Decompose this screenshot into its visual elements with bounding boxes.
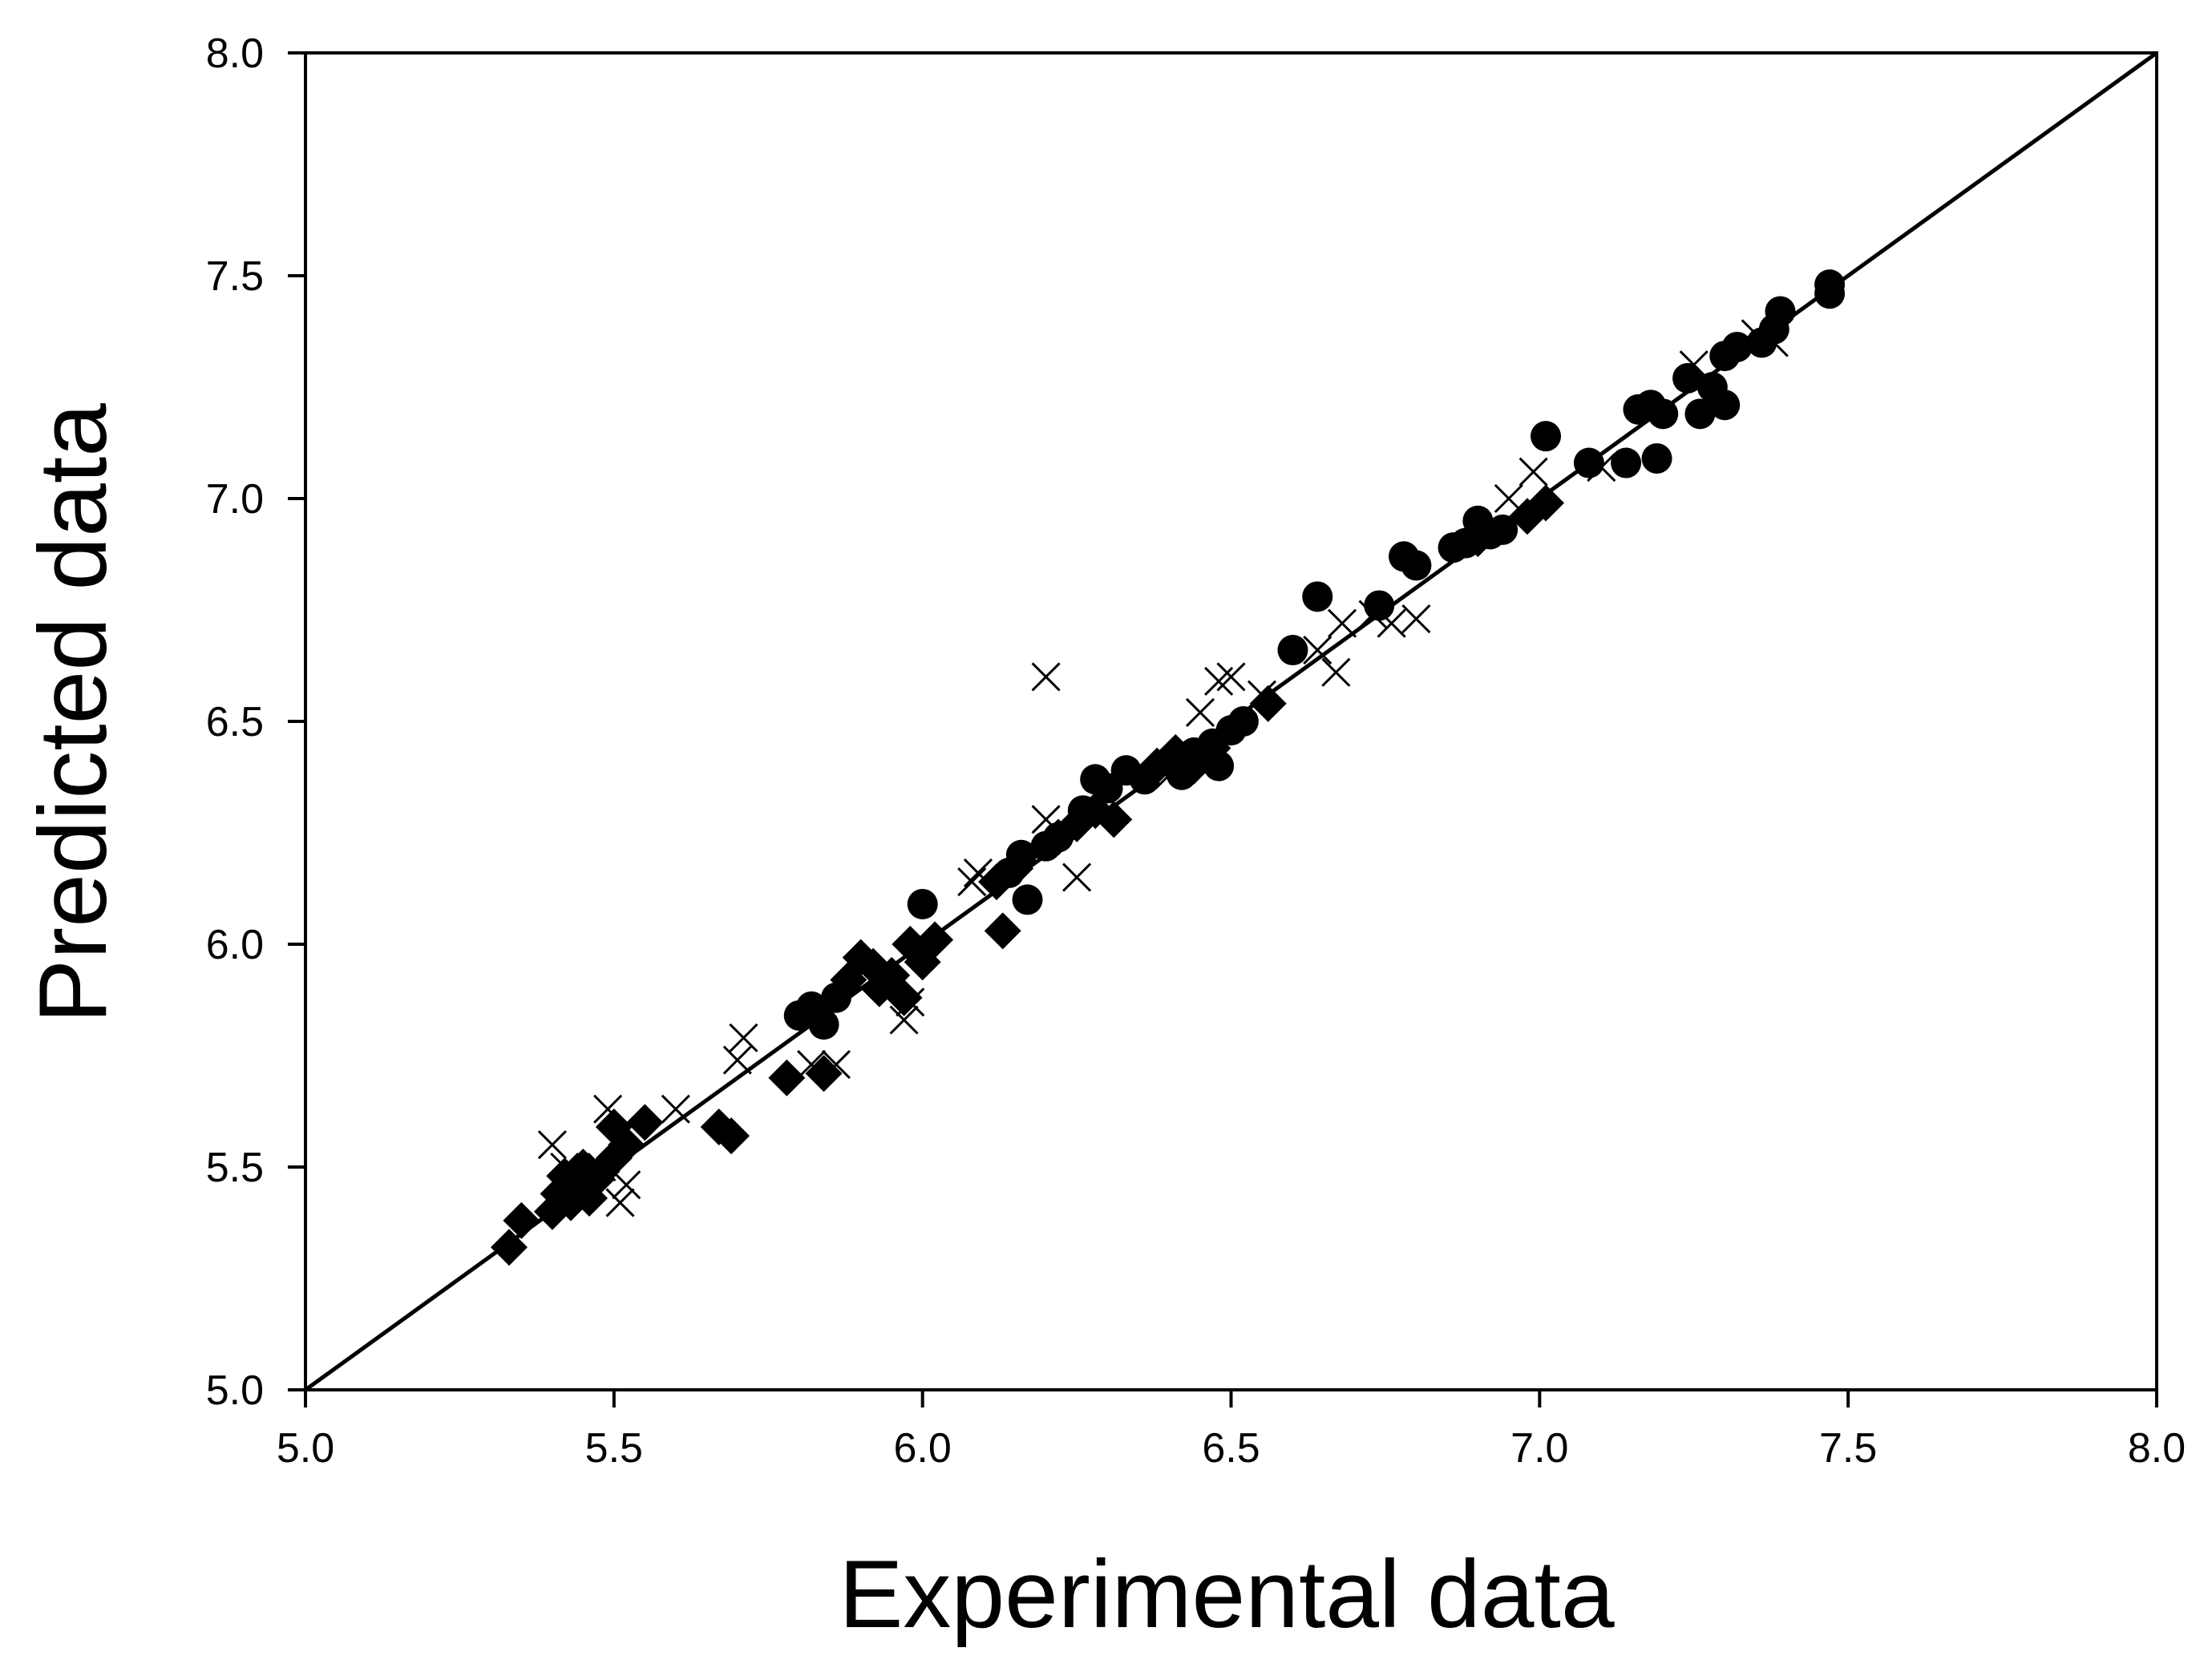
data-point-x [821, 1050, 851, 1080]
data-point-x [729, 1023, 758, 1052]
x-tick-label: 7.5 [1819, 1425, 1877, 1472]
data-point-x [1494, 483, 1523, 514]
data-point-x [1587, 453, 1616, 483]
data-point-x [1062, 862, 1092, 892]
data-point-circle [1611, 447, 1642, 479]
data-point-x [1216, 662, 1246, 692]
data-point-x [537, 1130, 567, 1160]
data-point-x [889, 1005, 919, 1035]
data-point-circle [808, 1009, 839, 1040]
data-point-circle [1364, 590, 1395, 621]
y-tick-label: 5.0 [206, 1367, 264, 1414]
x-tick-label: 5.0 [277, 1425, 334, 1472]
data-point-x [1518, 457, 1548, 487]
data-point-x [797, 1050, 827, 1080]
data-point-x [1321, 657, 1351, 687]
data-point-x [1155, 760, 1184, 790]
y-tick-label: 5.5 [206, 1145, 264, 1191]
data-point-x [963, 858, 993, 888]
data-point-circle [1765, 296, 1796, 327]
data-point-diamond [503, 1201, 540, 1239]
x-tick-label: 7.0 [1510, 1425, 1568, 1472]
y-tick-label: 6.0 [206, 922, 264, 968]
data-point-diamond [768, 1059, 806, 1096]
data-point-circle [1814, 278, 1846, 309]
data-point-x [1377, 608, 1406, 638]
x-tick-label: 6.0 [894, 1425, 952, 1472]
data-point-x [1303, 635, 1332, 665]
data-point-circle [1672, 362, 1704, 394]
data-point-x [661, 1094, 690, 1124]
data-point-x [1247, 680, 1277, 709]
data-point-circle [1227, 706, 1259, 737]
data-point-x [1031, 805, 1061, 834]
data-point-x [550, 1152, 580, 1182]
data-point-diamond [490, 1229, 528, 1266]
data-point-diamond [984, 912, 1021, 950]
data-point-diamond [626, 1104, 664, 1141]
data-point-circle [1721, 331, 1753, 362]
y-tick-label: 7.0 [206, 476, 264, 523]
data-point-x [1741, 319, 1770, 349]
data-point-x [612, 1170, 641, 1200]
data-point-circle [1684, 398, 1716, 430]
data-point-x [1327, 608, 1357, 638]
data-point-x [1358, 600, 1388, 629]
data-point-diamond [1459, 520, 1497, 558]
y-axis-title: Predicted data [19, 403, 127, 1024]
x-tick-label: 6.5 [1202, 1425, 1260, 1472]
data-point-diamond [1527, 484, 1565, 522]
data-point-x [593, 1094, 623, 1124]
y-tick-label: 8.0 [206, 30, 264, 77]
data-point-circle [1012, 884, 1043, 915]
data-point-x [896, 987, 925, 1017]
data-point-diamond [916, 921, 954, 959]
data-point-x [722, 1045, 752, 1075]
data-point-diamond [1249, 685, 1287, 722]
data-point-circle [1709, 390, 1741, 421]
data-point-diamond [997, 850, 1034, 887]
data-point-circle [1302, 581, 1333, 612]
data-point-x [1759, 328, 1789, 357]
data-point-diamond [713, 1117, 750, 1155]
data-point-circle [1401, 550, 1432, 581]
data-point-diamond [608, 1126, 645, 1164]
y-tick-label: 7.5 [206, 253, 264, 300]
data-point-x [1031, 662, 1061, 692]
x-tick-label: 5.5 [585, 1425, 643, 1472]
data-point-diamond [1095, 801, 1133, 838]
data-point-circle [907, 888, 938, 919]
y-tick-label: 6.5 [206, 699, 264, 745]
data-point-circle [1641, 442, 1672, 474]
data-point-x [957, 867, 987, 897]
x-tick-label: 8.0 [2128, 1425, 2186, 1472]
data-point-diamond [1194, 729, 1231, 767]
data-point-circle [1648, 398, 1679, 430]
data-point-x [1679, 350, 1709, 380]
data-point-diamond [805, 1055, 843, 1092]
data-point-x [568, 1165, 598, 1195]
data-point-x [1401, 604, 1431, 634]
x-axis-title: Experimental data [839, 1541, 1614, 1648]
data-point-circle [1573, 447, 1604, 479]
data-point-x [587, 1152, 617, 1182]
data-point-x [1185, 697, 1215, 727]
data-point-circle [1531, 421, 1562, 452]
data-point-circle [1277, 635, 1308, 666]
data-point-x [605, 1188, 635, 1218]
data-point-diamond [885, 979, 923, 1016]
